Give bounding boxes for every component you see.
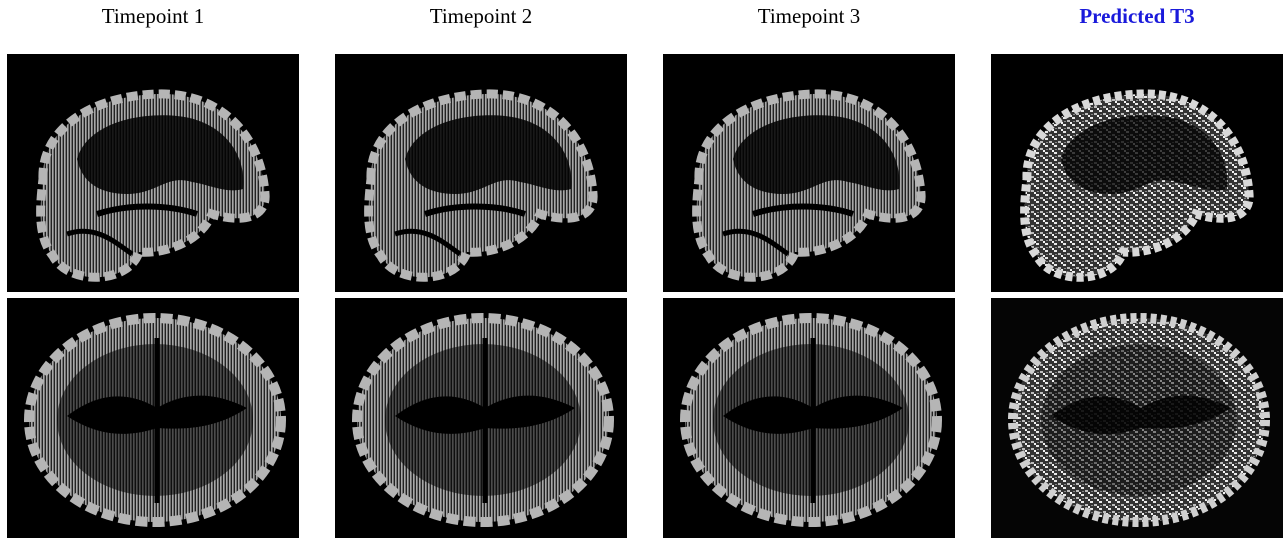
- column-header: Timepoint 3: [758, 4, 861, 28]
- mri-sagittal-predicted: [991, 54, 1283, 292]
- column-header: Predicted T3: [1079, 4, 1194, 28]
- column-header: Timepoint 2: [430, 4, 533, 28]
- mri-axial-predicted: [991, 298, 1283, 538]
- mri-axial: [663, 298, 955, 538]
- mri-sagittal: [663, 54, 955, 292]
- mri-axial: [7, 298, 299, 538]
- figure: Timepoint 1 Timepoint 2 Timepoint 3 Pred…: [0, 0, 1286, 540]
- mri-axial: [335, 298, 627, 538]
- mri-sagittal: [7, 54, 299, 292]
- mri-sagittal: [335, 54, 627, 292]
- column-header: Timepoint 1: [102, 4, 205, 28]
